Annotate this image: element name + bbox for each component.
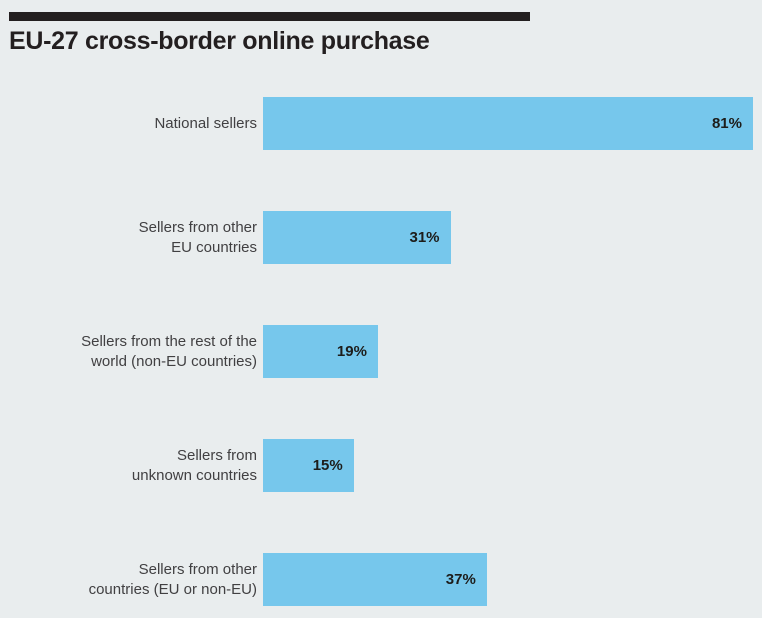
value-label: 19% xyxy=(336,343,367,360)
bar: 81% xyxy=(263,97,753,150)
category-label: National sellers xyxy=(154,114,257,132)
chart-row: Sellers from the rest of the world (non-… xyxy=(0,325,753,378)
value-label: 31% xyxy=(409,229,440,246)
value-label: 37% xyxy=(445,571,476,588)
title-accent-bar xyxy=(9,12,530,21)
category-label: Sellers from unknown countries xyxy=(131,446,257,484)
category-label: Sellers from other EU countries xyxy=(138,218,257,256)
chart-row: Sellers from other EU countries 31% xyxy=(0,211,753,264)
bar: 15% xyxy=(263,439,354,492)
bar-track: 19% xyxy=(263,325,753,378)
bar-track: 15% xyxy=(263,439,753,492)
chart-row: Sellers from other countries (EU or non-… xyxy=(0,553,753,606)
bar-track: 31% xyxy=(263,211,753,264)
chart-row: National sellers 81% xyxy=(0,97,753,150)
bar: 19% xyxy=(263,325,378,378)
category-label: Sellers from the rest of the world (non-… xyxy=(81,332,257,370)
chart-title: EU-27 cross-border online purchase xyxy=(9,27,430,55)
bar-track: 81% xyxy=(263,97,753,150)
bar-track: 37% xyxy=(263,553,753,606)
bar: 31% xyxy=(263,211,451,264)
chart-row: Sellers from unknown countries 15% xyxy=(0,439,753,492)
bar-chart: National sellers 81% Sellers from other … xyxy=(0,97,753,606)
bar: 37% xyxy=(263,553,487,606)
value-label: 15% xyxy=(312,457,343,474)
category-label: Sellers from other countries (EU or non-… xyxy=(88,560,257,598)
value-label: 81% xyxy=(711,115,742,132)
